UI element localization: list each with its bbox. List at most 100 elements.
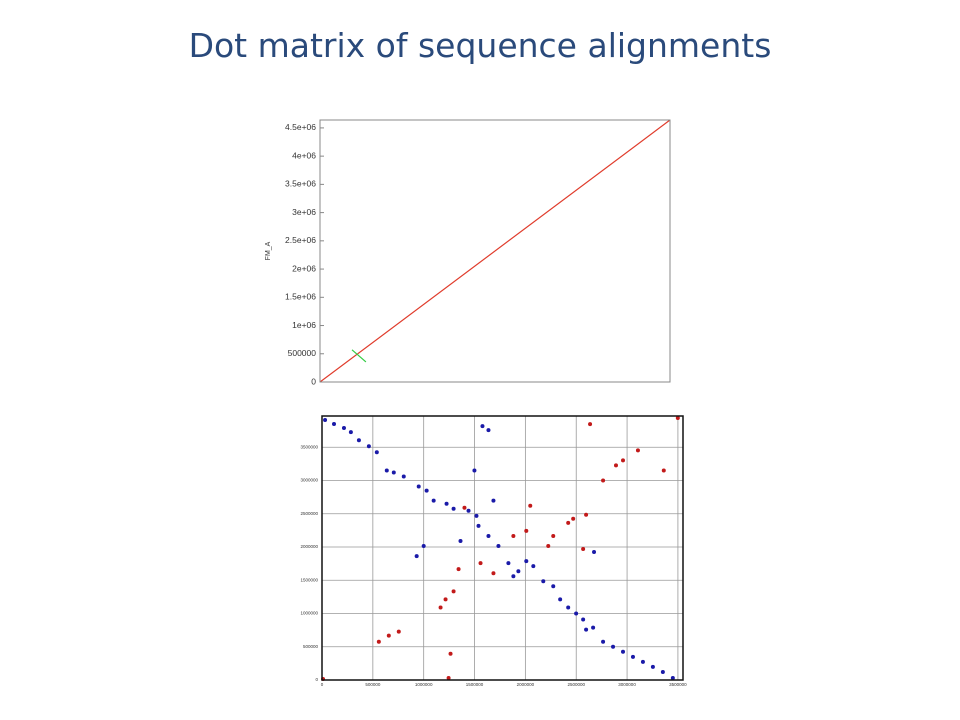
- data-point: [496, 544, 501, 549]
- data-point: [670, 676, 675, 681]
- data-point: [581, 617, 586, 622]
- y-tick-label: 1e+06: [292, 320, 316, 330]
- data-line: [319, 119, 671, 383]
- data-point: [486, 428, 491, 433]
- data-point: [472, 468, 477, 473]
- data-point: [480, 424, 485, 429]
- data-point: [374, 450, 379, 455]
- data-point: [621, 458, 626, 463]
- data-point: [474, 513, 479, 518]
- y-tick-label: 2500000: [300, 511, 318, 516]
- x-tick-label: 1000000: [415, 682, 433, 687]
- y-axis-label: FM_A: [265, 241, 272, 260]
- y-tick-label: 500000: [288, 348, 317, 358]
- data-point: [458, 538, 463, 543]
- data-point: [574, 611, 579, 616]
- data-point: [571, 516, 576, 521]
- x-tick-label: 2500000: [567, 682, 585, 687]
- x-tick-label: 2000000: [517, 682, 535, 687]
- data-point: [414, 554, 419, 559]
- data-point: [478, 561, 483, 566]
- data-point: [613, 463, 618, 468]
- plot-frame: [321, 415, 684, 681]
- y-tick-label: 2e+06: [292, 263, 316, 273]
- y-tick-label: 4.5e+06: [285, 122, 316, 132]
- data-point: [396, 629, 401, 634]
- data-point: [443, 597, 448, 602]
- data-point: [376, 639, 381, 644]
- slide-title: Dot matrix of sequence alignments: [188, 26, 772, 65]
- data-point: [528, 503, 533, 508]
- data-point: [640, 659, 645, 664]
- data-point: [431, 498, 436, 503]
- data-point: [511, 574, 516, 579]
- x-tick-label: 500000: [365, 682, 381, 687]
- data-point: [486, 533, 491, 538]
- data-point: [438, 605, 443, 610]
- data-point: [391, 470, 396, 475]
- y-tick-label: 0: [315, 677, 318, 682]
- data-point: [566, 520, 571, 525]
- x-tick-label: 0: [321, 682, 324, 687]
- data-point: [323, 417, 328, 422]
- data-point: [601, 639, 606, 644]
- data-point: [341, 425, 346, 430]
- plot-area: [321, 415, 684, 681]
- y-tick-label: 500000: [303, 644, 319, 649]
- data-point: [401, 474, 406, 479]
- data-point: [331, 421, 336, 426]
- x-tick-label: 1500000: [466, 682, 484, 687]
- data-point: [491, 571, 496, 576]
- data-point: [546, 544, 551, 549]
- data-point: [444, 501, 449, 506]
- y-tick-label: 3500000: [300, 444, 318, 449]
- data-point: [621, 649, 626, 654]
- y-tick-label: 3e+06: [292, 207, 316, 217]
- x-tick-label: 3500000: [669, 682, 687, 687]
- data-point: [661, 468, 666, 473]
- y-tick-label: 2.5e+06: [285, 235, 316, 245]
- y-tick-label: 2000000: [300, 544, 318, 549]
- data-point: [466, 508, 471, 513]
- data-point: [531, 564, 536, 569]
- y-tick-label: 3.5e+06: [285, 179, 316, 189]
- y-tick-label: 1.5e+06: [285, 292, 316, 302]
- data-point: [424, 488, 429, 493]
- data-point: [416, 484, 421, 489]
- data-point: [356, 438, 361, 443]
- data-point: [448, 651, 453, 656]
- data-point: [551, 533, 556, 538]
- y-tick-label: 4e+06: [292, 150, 316, 160]
- data-point: [491, 498, 496, 503]
- x-tick-label: 3000000: [618, 682, 636, 687]
- data-point: [384, 468, 389, 473]
- data-point: [541, 579, 546, 584]
- data-point: [558, 597, 563, 602]
- data-point: [476, 523, 481, 528]
- data-point: [675, 416, 680, 421]
- data-point: [451, 589, 456, 594]
- y-tick-label: 0: [311, 376, 316, 386]
- data-point: [592, 550, 597, 555]
- data-point: [524, 528, 529, 533]
- data-point: [584, 512, 589, 517]
- data-point: [650, 664, 655, 669]
- data-point: [566, 605, 571, 610]
- data-point: [366, 444, 371, 449]
- data-point: [611, 644, 616, 649]
- data-point: [511, 533, 516, 538]
- plot-frame: [319, 119, 671, 383]
- data-point: [446, 676, 451, 681]
- data-point: [386, 633, 391, 638]
- data-point: [462, 505, 467, 510]
- data-line: [351, 349, 367, 363]
- data-point: [635, 448, 640, 453]
- data-point: [451, 506, 456, 511]
- y-tick-label: 1000000: [300, 611, 318, 616]
- data-point: [506, 561, 511, 566]
- data-point: [630, 654, 635, 659]
- data-point: [591, 625, 596, 630]
- data-point: [588, 422, 593, 427]
